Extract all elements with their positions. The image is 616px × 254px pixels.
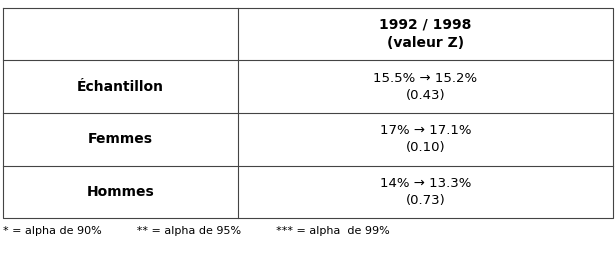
Text: 17% → 17.1%
(0.10): 17% → 17.1% (0.10) xyxy=(379,124,471,154)
Text: Hommes: Hommes xyxy=(87,185,155,199)
Text: 14% → 13.3%
(0.73): 14% → 13.3% (0.73) xyxy=(379,177,471,207)
Text: Échantillon: Échantillon xyxy=(77,80,164,94)
Text: 15.5% → 15.2%
(0.43): 15.5% → 15.2% (0.43) xyxy=(373,72,477,102)
Text: Femmes: Femmes xyxy=(88,132,153,146)
Text: * = alpha de 90%          ** = alpha de 95%          *** = alpha  de 99%: * = alpha de 90% ** = alpha de 95% *** =… xyxy=(3,226,390,236)
Text: 1992 / 1998
(valeur Z): 1992 / 1998 (valeur Z) xyxy=(379,18,472,50)
